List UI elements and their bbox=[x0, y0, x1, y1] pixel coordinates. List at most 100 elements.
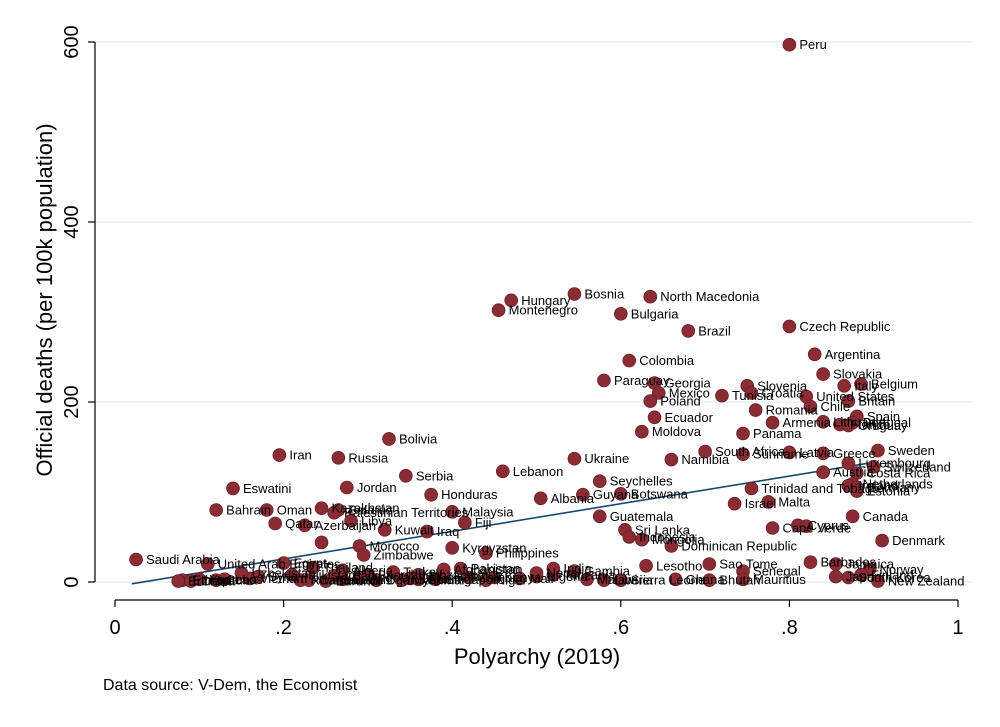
point-label: Belgium bbox=[871, 377, 918, 392]
point-label: Eritrea bbox=[188, 574, 227, 589]
data-point bbox=[272, 448, 287, 462]
data-point bbox=[479, 546, 493, 561]
point-label: Bosnia bbox=[584, 287, 625, 302]
point-label: Argentina bbox=[825, 347, 881, 362]
point-label: Portugal bbox=[863, 415, 912, 430]
point-label: Guyana bbox=[593, 487, 639, 502]
point-label: Netherlands bbox=[863, 476, 934, 491]
point-label: Myanmar bbox=[412, 573, 467, 588]
data-point bbox=[803, 399, 818, 414]
y-tick-label: 400 bbox=[61, 205, 83, 238]
point-label: Niger bbox=[496, 573, 528, 588]
data-point bbox=[799, 519, 814, 534]
point-label: Norway bbox=[879, 562, 924, 577]
point-label: Indonesia bbox=[639, 530, 696, 545]
data-point bbox=[129, 552, 143, 567]
point-label: Tunisia bbox=[732, 388, 774, 403]
point-label: Armenia bbox=[783, 415, 832, 430]
data-point bbox=[318, 574, 333, 588]
point-label: North Macedonia bbox=[660, 289, 760, 304]
point-label: Nigeria bbox=[547, 569, 589, 584]
point-label: Saudi Arabia bbox=[146, 552, 220, 567]
data-point bbox=[234, 566, 249, 580]
point-label: Peru bbox=[799, 37, 826, 52]
point-label: Philippines bbox=[496, 546, 559, 561]
data-point bbox=[816, 414, 830, 429]
data-point bbox=[226, 481, 240, 496]
data-point bbox=[744, 386, 759, 400]
data-point bbox=[399, 468, 413, 483]
data-point bbox=[327, 505, 341, 520]
point-label: Serbia bbox=[416, 468, 454, 483]
data-point bbox=[306, 560, 320, 575]
point-label: Sri Lanka bbox=[635, 522, 691, 537]
point-label: Bulgaria bbox=[631, 306, 679, 321]
data-point bbox=[382, 432, 396, 446]
data-point bbox=[736, 426, 750, 441]
data-point bbox=[841, 456, 856, 471]
point-label: Cyprus bbox=[808, 518, 850, 533]
data-point bbox=[314, 535, 329, 550]
data-point bbox=[664, 539, 679, 553]
point-label: Finland bbox=[871, 567, 914, 582]
data-point bbox=[744, 481, 759, 496]
data-point bbox=[495, 464, 510, 479]
x-tick-label: 1 bbox=[952, 617, 963, 639]
data-point bbox=[871, 574, 885, 588]
data-point bbox=[504, 293, 519, 308]
point-label: Seychelles bbox=[610, 474, 673, 489]
point-label: Lesotho bbox=[656, 558, 702, 573]
x-tick-label: 0 bbox=[109, 617, 120, 639]
point-label: Austria bbox=[833, 465, 874, 480]
data-point bbox=[715, 388, 729, 403]
data-point bbox=[512, 571, 527, 586]
point-label: Bhutan bbox=[719, 573, 760, 588]
point-label: Botswana bbox=[631, 486, 689, 501]
point-label: Ecuador bbox=[665, 410, 714, 425]
point-label: Rwanda bbox=[310, 573, 358, 588]
data-point bbox=[340, 480, 354, 495]
data-point bbox=[841, 418, 856, 433]
point-label: Canada bbox=[863, 509, 909, 524]
data-point bbox=[765, 415, 780, 430]
point-label: Lebanon bbox=[513, 464, 564, 479]
point-label: Trinidad and Tobago bbox=[761, 481, 879, 496]
point-label: Chad bbox=[344, 568, 375, 583]
point-label: Switzerland bbox=[884, 459, 951, 474]
point-label: Turkey bbox=[403, 565, 443, 580]
point-label: Luxembourg bbox=[858, 456, 930, 471]
data-point bbox=[567, 564, 582, 579]
data-point bbox=[200, 557, 215, 571]
data-point bbox=[613, 306, 628, 321]
point-label: Mozambique bbox=[428, 567, 502, 582]
point-label: Haiti bbox=[454, 569, 480, 584]
data-point bbox=[622, 353, 637, 368]
data-point bbox=[841, 394, 856, 408]
point-label: Gambia bbox=[584, 564, 630, 579]
data-point bbox=[529, 566, 544, 580]
data-point bbox=[533, 491, 548, 506]
point-label: Iran bbox=[289, 448, 311, 463]
data-point bbox=[458, 515, 472, 530]
point-label: Cape Verde bbox=[783, 521, 852, 536]
x-axis-title: Polyarchy (2019) bbox=[454, 644, 620, 669]
point-label: Azerbaijan bbox=[315, 518, 376, 533]
point-label: Malawi bbox=[597, 572, 638, 587]
data-point bbox=[698, 444, 712, 459]
point-label: Kazakhstan bbox=[332, 501, 400, 516]
point-label: Chile bbox=[820, 399, 850, 414]
y-tick-label: 600 bbox=[61, 25, 83, 58]
point-label: Barbados bbox=[820, 555, 876, 570]
point-label: Uzbekistan bbox=[251, 566, 315, 581]
data-point bbox=[647, 410, 662, 425]
y-tick-label: 200 bbox=[61, 385, 83, 418]
data-point bbox=[386, 565, 400, 579]
point-label: Mongolia bbox=[652, 532, 706, 547]
data-point bbox=[816, 446, 830, 461]
x-tick-label: .6 bbox=[612, 617, 629, 639]
y-axis-title: Official deaths (per 100k population) bbox=[32, 123, 57, 476]
point-label: Panama bbox=[753, 426, 802, 441]
point-label: South Korea bbox=[858, 570, 931, 585]
